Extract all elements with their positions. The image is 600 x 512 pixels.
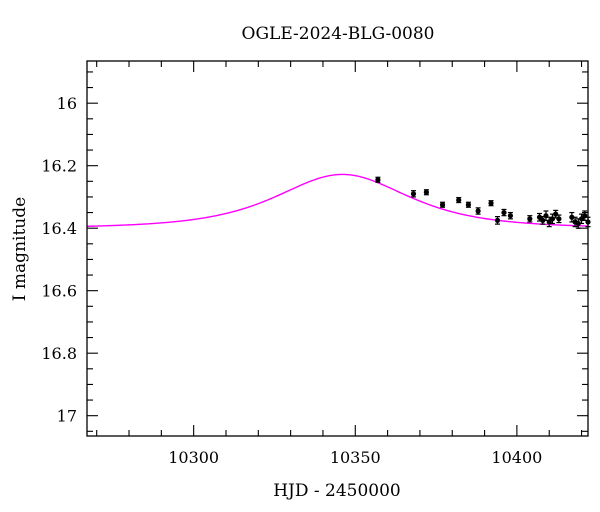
data-point-marker bbox=[494, 217, 501, 223]
data-point-marker bbox=[507, 213, 514, 219]
chart-title: OGLE-2024-BLG-0080 bbox=[242, 24, 435, 44]
data-point-marker bbox=[375, 177, 381, 183]
data-point-marker bbox=[465, 202, 472, 208]
model-curve-layer bbox=[87, 173, 588, 227]
data-point-marker bbox=[456, 197, 462, 203]
data-points-layer bbox=[375, 176, 591, 229]
data-point bbox=[501, 208, 507, 217]
data-point bbox=[465, 201, 472, 208]
data-point-marker bbox=[439, 202, 446, 208]
y-tick-labels: 16 16.2 16.4 16.6 16.8 17 bbox=[41, 94, 77, 426]
y-tick-label: 16.4 bbox=[41, 219, 77, 238]
axis-ticks bbox=[87, 61, 588, 436]
data-point bbox=[494, 216, 501, 225]
model-curve bbox=[87, 173, 588, 227]
data-point bbox=[540, 216, 546, 225]
x-tick-label: 10300 bbox=[168, 448, 219, 467]
data-point bbox=[507, 211, 514, 220]
data-point bbox=[410, 190, 417, 198]
data-point-marker bbox=[553, 211, 559, 217]
data-point bbox=[375, 176, 381, 183]
y-axis-label: I magnitude bbox=[10, 197, 30, 301]
data-point bbox=[536, 212, 543, 222]
data-point bbox=[475, 207, 481, 215]
x-tick-label: 10400 bbox=[491, 448, 542, 467]
x-axis-label: HJD - 2450000 bbox=[273, 481, 401, 501]
data-point bbox=[527, 215, 533, 223]
data-point-marker bbox=[410, 191, 417, 197]
data-point-marker bbox=[536, 214, 543, 220]
data-point-marker bbox=[569, 214, 575, 220]
plot-frame bbox=[86, 60, 589, 437]
data-point bbox=[556, 214, 562, 224]
data-point bbox=[423, 189, 429, 196]
data-point bbox=[488, 200, 494, 207]
data-point-marker bbox=[501, 209, 507, 216]
data-point bbox=[456, 196, 462, 204]
data-point-marker bbox=[423, 189, 429, 195]
y-tick-label: 16.6 bbox=[41, 282, 77, 301]
data-point-marker bbox=[575, 220, 581, 227]
data-point-marker bbox=[527, 216, 533, 222]
y-tick-label: 16 bbox=[57, 94, 77, 113]
x-tick-label: 10350 bbox=[330, 448, 381, 467]
y-tick-label: 17 bbox=[57, 407, 77, 426]
data-point bbox=[439, 201, 446, 208]
data-point-marker bbox=[475, 208, 481, 214]
y-tick-label: 16.8 bbox=[41, 344, 77, 363]
data-point-marker bbox=[488, 200, 494, 206]
y-tick-label: 16.2 bbox=[41, 157, 77, 176]
data-point-marker bbox=[556, 216, 562, 222]
x-tick-labels: 10300 10350 10400 bbox=[168, 448, 542, 467]
data-point-marker bbox=[549, 216, 556, 222]
data-point-marker bbox=[540, 217, 546, 223]
